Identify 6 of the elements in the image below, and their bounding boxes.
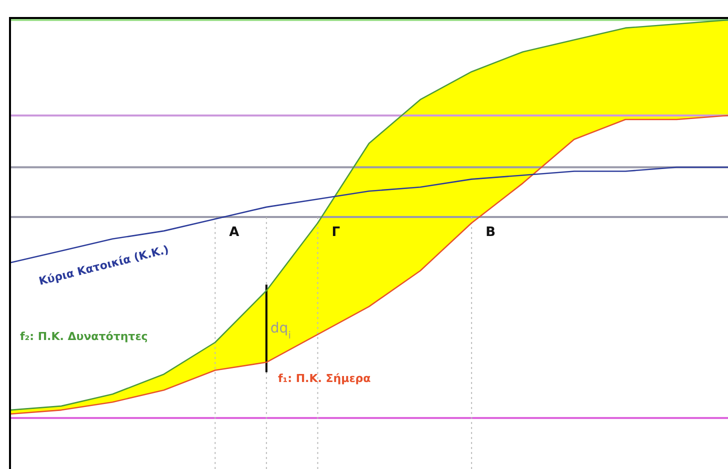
series-label: f₁: Π.Κ. Σήμερα <box>278 372 372 385</box>
annotation: A <box>229 225 240 240</box>
text: f₂: Π.Κ. Δυνατότητες <box>20 330 148 343</box>
annotation: Γ <box>332 225 340 240</box>
annotation: B <box>486 225 496 240</box>
annotation: dq$_{i}$ <box>270 320 291 341</box>
